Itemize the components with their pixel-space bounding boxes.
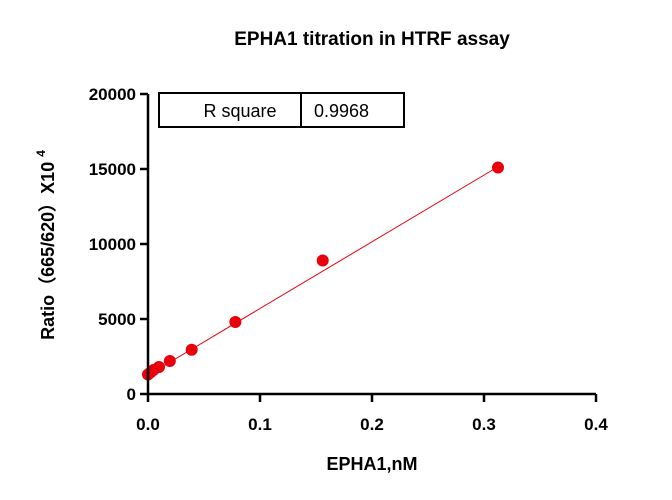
r-square-value: 0.9968 [314, 101, 369, 121]
y-tick-label: 5000 [98, 310, 136, 329]
plot-area [142, 161, 504, 381]
chart-title: EPHA1 titration in HTRF assay [234, 29, 510, 50]
y-axis-label-group: Ratio（665/620）X10 4 [34, 150, 58, 340]
x-axis-label: EPHA1,nM [326, 454, 417, 474]
data-point [152, 361, 165, 373]
r-square-label: R square [203, 101, 276, 121]
y-tick-label: 20000 [89, 85, 136, 104]
data-point [229, 316, 242, 328]
x-ticks: 0.0 0.1 0.2 0.3 0.4 [136, 394, 608, 434]
y-ticks: 0 5000 10000 15000 20000 [89, 85, 148, 404]
y-axis-label: Ratio（665/620）X10 4 [34, 150, 58, 340]
x-tick-label: 0.4 [584, 415, 608, 434]
r-square-table: R square 0.9968 [158, 92, 405, 128]
x-tick-label: 0.2 [360, 415, 384, 434]
fit-line [147, 166, 499, 376]
y-axis-label-main: Ratio（665/620）X10 [38, 162, 58, 340]
data-point [163, 355, 176, 367]
y-tick-label: 15000 [89, 160, 136, 179]
y-tick-label: 10000 [89, 235, 136, 254]
x-tick-label: 0.1 [248, 415, 272, 434]
x-tick-label: 0.3 [472, 415, 496, 434]
r-square-table-border [158, 92, 405, 128]
data-point [316, 254, 329, 267]
x-tick-label: 0.0 [136, 415, 160, 434]
data-point [492, 161, 504, 174]
data-point [185, 343, 198, 356]
y-tick-label: 0 [127, 385, 136, 404]
y-axis-label-exponent: 4 [34, 150, 48, 157]
